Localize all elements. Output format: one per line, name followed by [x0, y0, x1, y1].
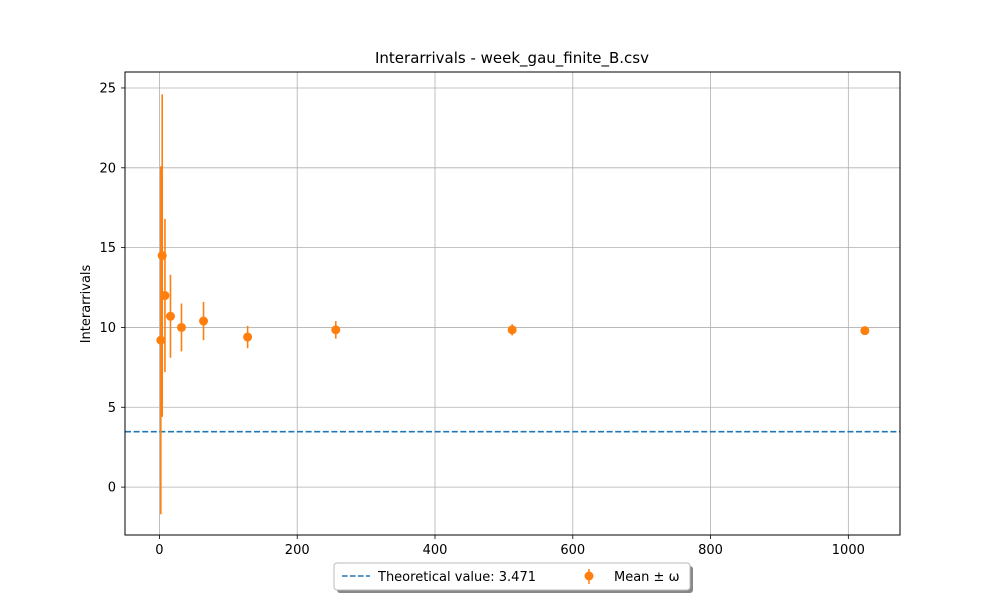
data-point	[165, 311, 175, 321]
chart-title: Interarrivals - week_gau_finite_B.csv	[375, 49, 649, 68]
legend-series-marker	[584, 571, 594, 581]
legend: Theoretical value: 3.471 Mean ± ω	[333, 562, 693, 593]
data-point	[160, 291, 170, 301]
x-tick-label: 1000	[832, 543, 865, 558]
data-point	[176, 322, 186, 332]
x-tick-label: 0	[155, 543, 163, 558]
plot-area-frame	[124, 71, 901, 536]
x-tick-label: 400	[423, 543, 448, 558]
y-tick-label: 10	[99, 321, 116, 336]
data-point	[331, 325, 341, 335]
y-tick-label: 20	[99, 161, 116, 176]
legend-series-label: Mean ± ω	[614, 570, 679, 585]
y-tick-label: 15	[99, 241, 116, 256]
x-tick-label: 600	[560, 543, 585, 558]
data-layer	[156, 94, 870, 515]
data-point	[199, 316, 209, 326]
data-point	[156, 335, 166, 345]
x-tick-label: 200	[285, 543, 310, 558]
x-tick-label: 800	[698, 543, 723, 558]
y-tick-label: 5	[108, 401, 116, 416]
y-axis-label: Interarrivals	[79, 264, 94, 343]
data-point	[157, 251, 167, 261]
y-tick-label: 0	[108, 481, 116, 496]
grid	[125, 72, 900, 535]
data-point	[243, 332, 253, 342]
data-point	[507, 325, 517, 335]
ticks: 0 200 400 600 800 1000 0 5 10 15 20 25	[99, 81, 864, 558]
data-point	[860, 326, 870, 336]
y-tick-label: 25	[99, 81, 116, 96]
legend-theoretical-label: Theoretical value: 3.471	[377, 570, 536, 585]
legend-box	[333, 562, 691, 591]
